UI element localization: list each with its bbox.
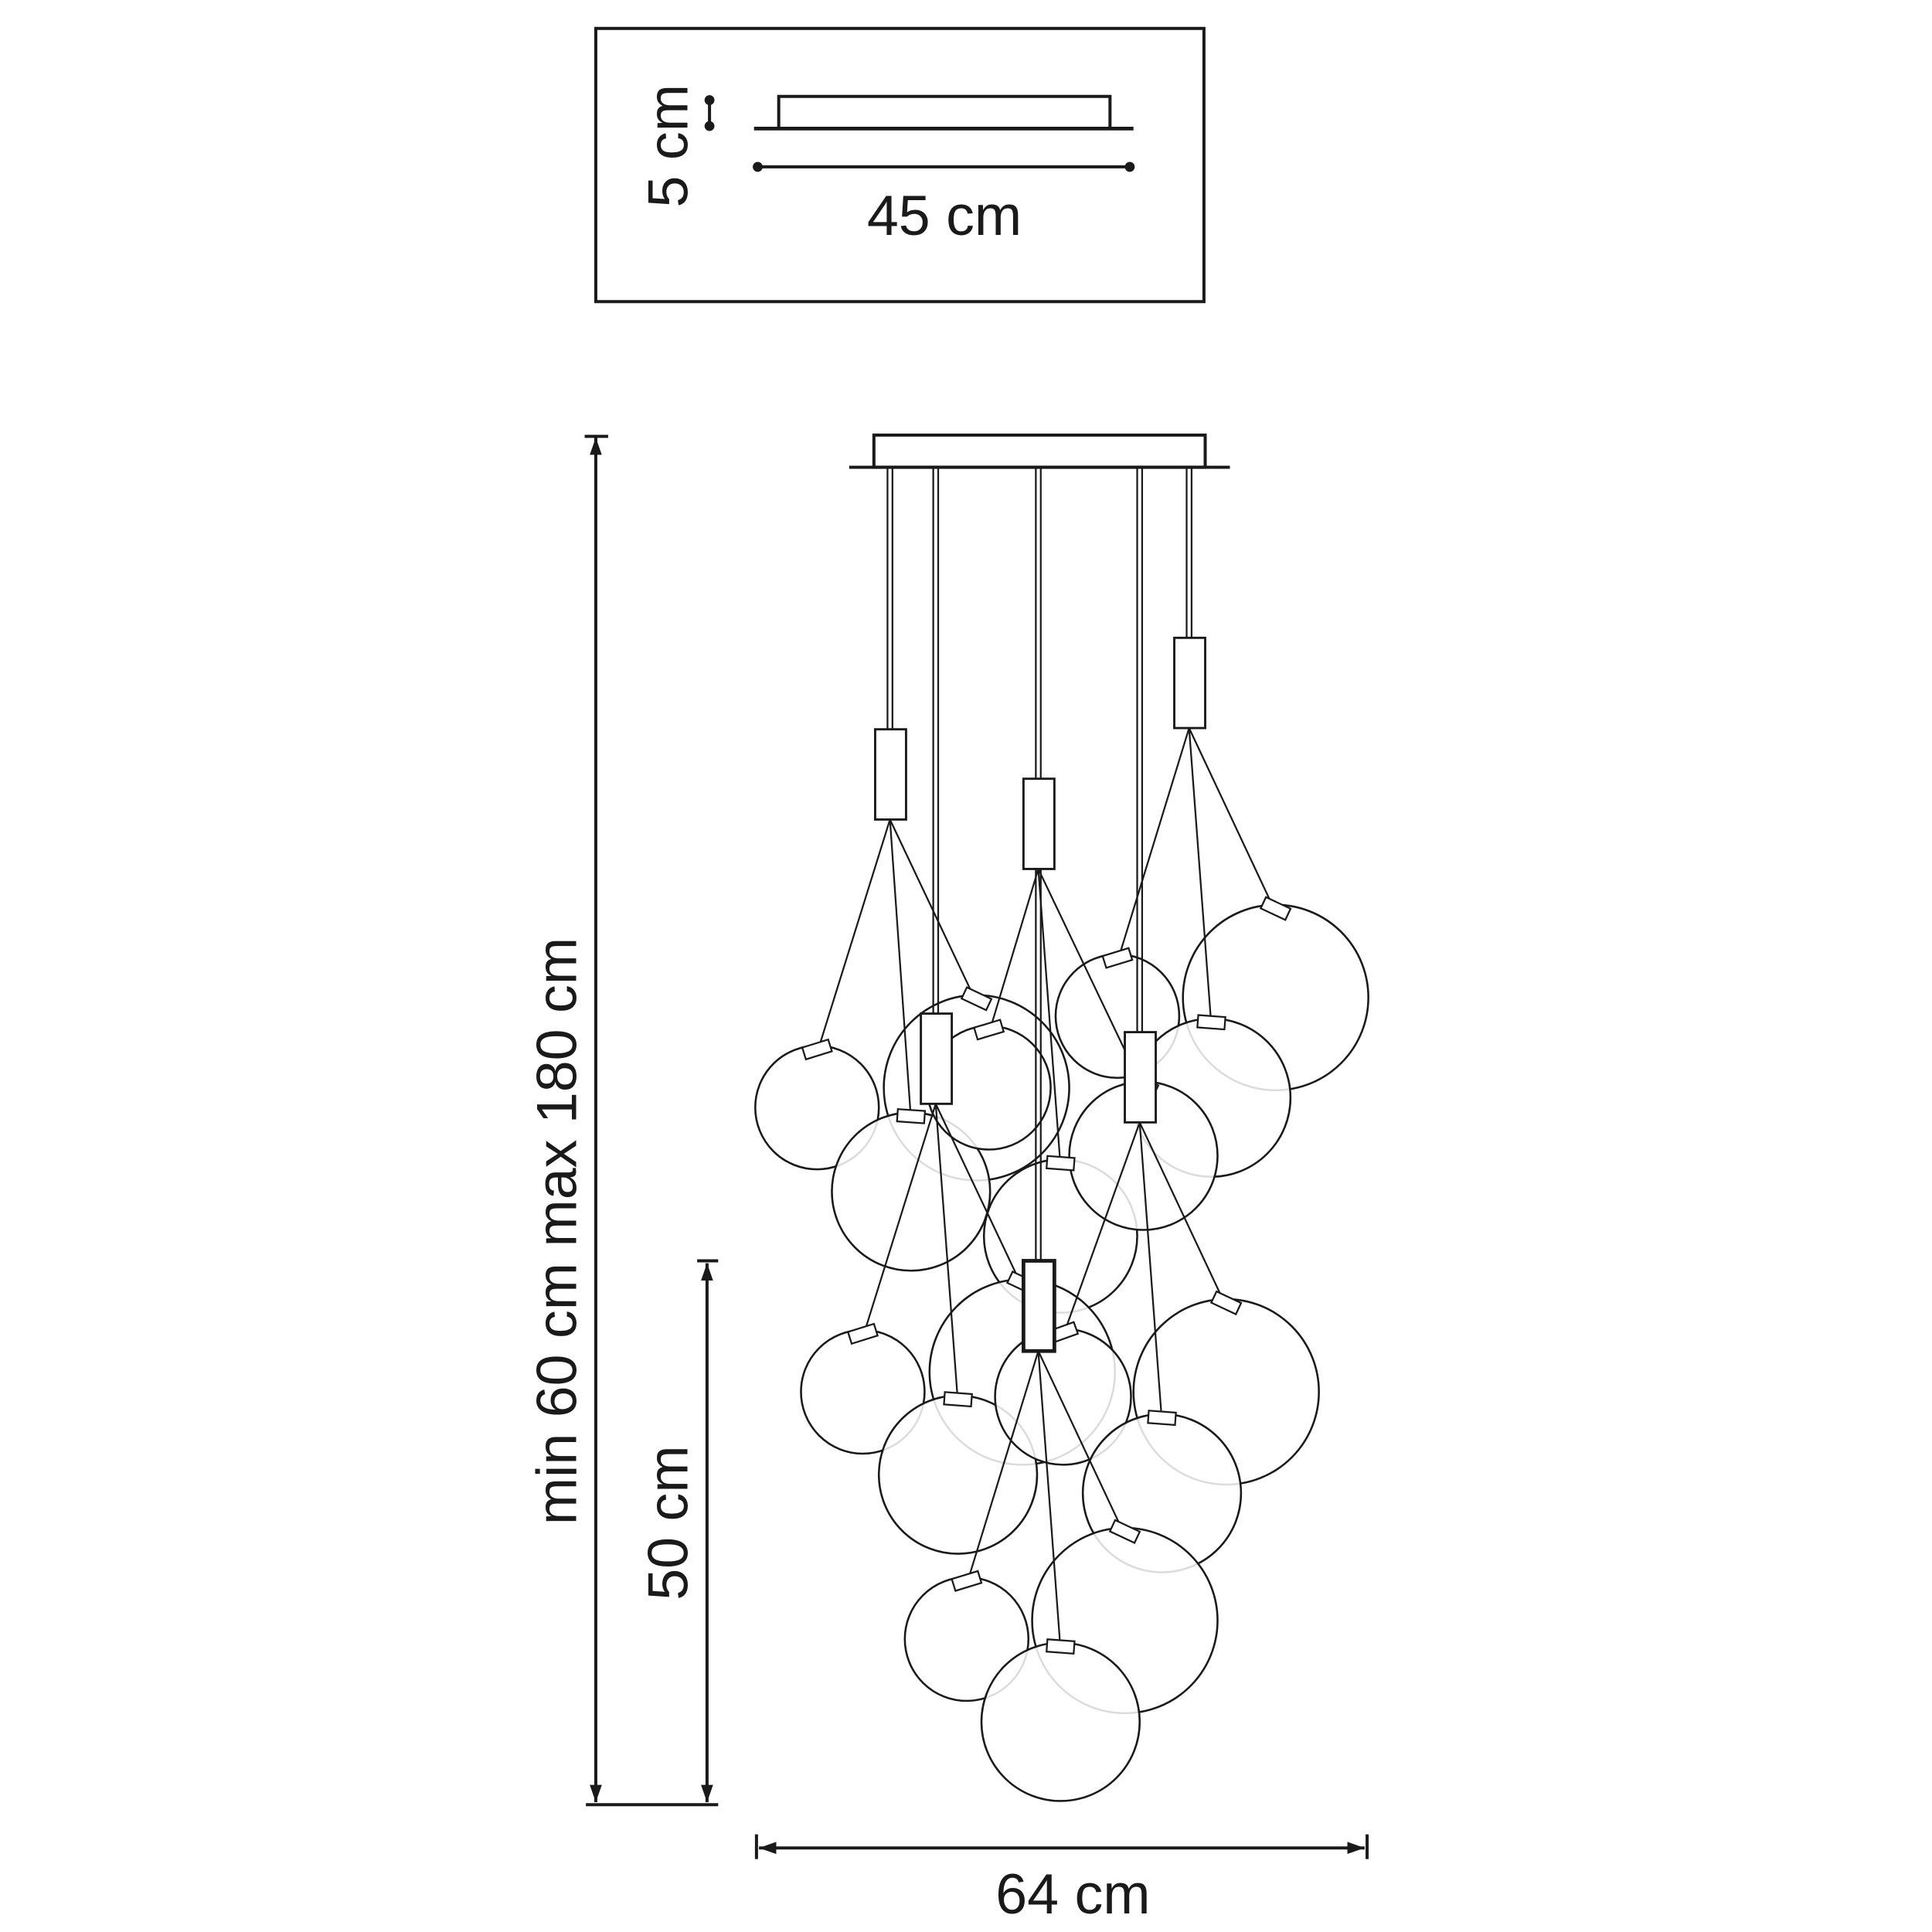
globe-holder [1209,1290,1243,1316]
glass-globe [980,1641,1141,1802]
cluster-connector-box [1124,1031,1157,1124]
globe-holder [943,1391,973,1408]
suspension-wire [1037,1351,1062,1651]
suspension-wire [889,819,912,1121]
globe-holder [1101,947,1134,969]
pendant-lamp-front-view [754,434,1369,1802]
canopy-side-profile [777,94,1112,131]
globe-holder [951,1570,983,1592]
globe-holder [1108,1519,1141,1544]
globe-holder [846,1322,879,1345]
suspension-wire [1037,869,1062,1168]
suspension-wire [1138,1122,1163,1422]
cluster-connector-box [1022,777,1056,870]
suspension-wire [1188,727,1277,913]
globe-holder [1259,896,1292,921]
total-height-label: min 60 cm max 180 cm [524,937,588,1525]
top-width-label: 45 cm [867,183,1022,247]
globe-holder [896,1107,927,1124]
globe-holder [801,1038,833,1061]
dimension-dot [1124,162,1135,172]
top-view-panel [594,26,1206,304]
suspension-wire [934,1104,959,1403]
suspension-wire [988,869,1039,1034]
cluster-connector-box [873,728,907,821]
cluster-height-label: 50 cm [635,1445,699,1600]
dimension-dot [704,121,715,131]
globe-holder [1196,1014,1226,1031]
width-label: 64 cm [995,1862,1150,1926]
suspension-wire [816,819,891,1054]
globe-holder [1046,1638,1076,1655]
suspension-wire [965,1350,1039,1585]
cluster-connector-box [1173,636,1206,730]
globe-holder [1147,1410,1177,1427]
dimensions [584,434,1369,1859]
suspension-wire [862,1104,937,1338]
ceiling-canopy [872,434,1207,469]
globe-holder [960,986,993,1012]
top-height-label: 5 cm [635,84,699,207]
cluster-connector-box [1021,1259,1056,1353]
suspension-wire [1138,1121,1227,1308]
suspension-wire [1062,1121,1141,1337]
top-view-frame [594,26,1206,304]
suspension-wire [934,1103,1023,1287]
suspension-wire [1188,728,1213,1026]
dimension-dot [753,162,763,172]
cluster-connector-box [920,1012,954,1105]
dimension-dot [704,95,715,105]
globe-holder [973,1019,1005,1041]
globe-holder [1046,1155,1076,1172]
suspension-wire [1116,727,1190,962]
suspension-wire [1037,1350,1126,1536]
